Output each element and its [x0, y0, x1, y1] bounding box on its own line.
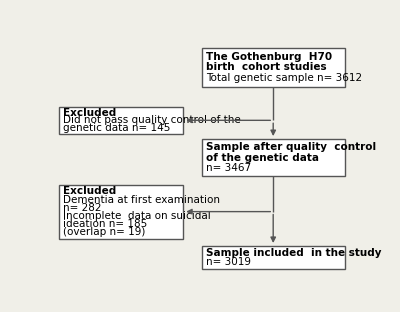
Text: genetic data n= 145: genetic data n= 145	[63, 123, 170, 133]
Text: Sample included  in the study: Sample included in the study	[206, 248, 381, 258]
FancyBboxPatch shape	[202, 48, 344, 87]
FancyBboxPatch shape	[202, 139, 344, 176]
FancyBboxPatch shape	[59, 185, 183, 239]
Text: Total genetic sample n= 3612: Total genetic sample n= 3612	[206, 73, 362, 83]
Text: n= 3019: n= 3019	[206, 256, 251, 266]
FancyBboxPatch shape	[202, 246, 344, 269]
Text: Incomplete  data on suicidal: Incomplete data on suicidal	[63, 211, 211, 221]
Text: Dementia at first examination: Dementia at first examination	[63, 195, 220, 205]
Text: of the genetic data: of the genetic data	[206, 153, 319, 163]
Text: The Gothenburg  H70: The Gothenburg H70	[206, 51, 332, 61]
Text: Excluded: Excluded	[63, 187, 116, 197]
Text: n= 3467: n= 3467	[206, 163, 251, 173]
Text: Sample after quality  control: Sample after quality control	[206, 142, 376, 152]
Text: n= 282: n= 282	[63, 202, 102, 212]
FancyBboxPatch shape	[59, 106, 183, 134]
Text: birth  cohort studies: birth cohort studies	[206, 62, 326, 72]
Text: (overlap n= 19): (overlap n= 19)	[63, 227, 145, 237]
Text: Did not pass quality control of the: Did not pass quality control of the	[63, 115, 241, 125]
Text: Excluded: Excluded	[63, 108, 116, 118]
Text: ideation n= 185: ideation n= 185	[63, 219, 147, 229]
